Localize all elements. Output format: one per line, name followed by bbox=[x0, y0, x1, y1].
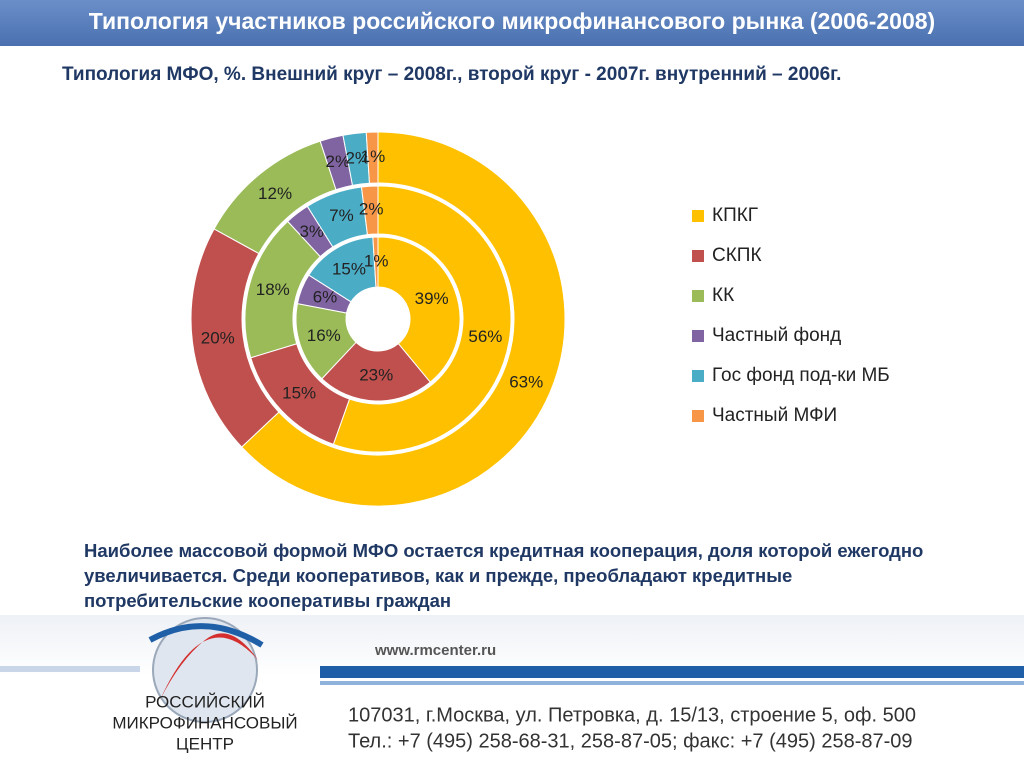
legend-label: Гос фонд под-ки МБ bbox=[712, 365, 890, 386]
footer-bar bbox=[320, 666, 1024, 678]
legend-swatch bbox=[692, 210, 704, 222]
donut-slice bbox=[360, 185, 379, 236]
data-label: 6% bbox=[313, 288, 338, 307]
data-label: 16% bbox=[307, 326, 341, 345]
data-label: 12% bbox=[258, 184, 292, 203]
donut-slice bbox=[377, 236, 461, 383]
slide-title: Типология участников российского микрофи… bbox=[88, 8, 936, 34]
data-label: 1% bbox=[361, 147, 386, 166]
data-label: 15% bbox=[282, 384, 316, 403]
donut-slice bbox=[240, 131, 566, 507]
data-label: 23% bbox=[359, 365, 393, 384]
org-name: РОССИЙСКИЙ bbox=[145, 692, 265, 711]
data-label: 20% bbox=[201, 329, 235, 348]
address: 107031, г.Москва, ул. Петровка, д. 15/13… bbox=[348, 704, 916, 726]
logo-swoosh bbox=[148, 623, 264, 648]
donut-slice bbox=[321, 341, 431, 402]
data-label: 2% bbox=[326, 152, 351, 171]
legend-swatch bbox=[692, 250, 704, 262]
address: Тел.: +7 (495) 258-68-31, 258-87-05; фак… bbox=[348, 730, 913, 752]
data-label: 2% bbox=[345, 148, 370, 167]
logo-globe bbox=[152, 617, 258, 723]
data-label: 39% bbox=[415, 289, 449, 308]
data-label: 1% bbox=[364, 252, 389, 271]
footer-url: www.rmcenter.ru bbox=[374, 642, 496, 659]
donut-slice bbox=[332, 185, 512, 453]
legend-swatch bbox=[692, 370, 704, 382]
chart-title: Типология МФО, %. Внешний круг – 2008г.,… bbox=[62, 64, 842, 85]
legend-swatch bbox=[692, 290, 704, 302]
data-label: 3% bbox=[299, 222, 324, 241]
footer-bar bbox=[320, 681, 1024, 685]
legend-label: Частный МФИ bbox=[712, 405, 837, 426]
note: Наиболее массовой формой МФО остается кр… bbox=[84, 540, 924, 611]
data-label: 7% bbox=[329, 206, 354, 225]
donut-slice bbox=[365, 131, 379, 184]
legend-label: Частный фонд bbox=[712, 325, 841, 346]
org-name: МИКРОФИНАНСОВЫЙ bbox=[112, 713, 297, 732]
legend-label: КК bbox=[712, 285, 734, 306]
footer-bar bbox=[0, 666, 140, 672]
data-label: 18% bbox=[256, 280, 290, 299]
legend-swatch bbox=[692, 330, 704, 342]
legend-label: КПКГ bbox=[712, 205, 758, 226]
org-name: ЦЕНТР bbox=[176, 734, 234, 753]
title-bar bbox=[0, 0, 1024, 46]
legend-swatch bbox=[692, 410, 704, 422]
data-label: 63% bbox=[509, 373, 543, 392]
footer-graphics: www.rmcenter.ru РОССИЙСКИЙ МИКРОФИНАНСОВ… bbox=[0, 617, 1024, 753]
data-label: 56% bbox=[468, 327, 502, 346]
data-label: 15% bbox=[332, 259, 366, 278]
donut-slice bbox=[372, 236, 379, 288]
legend-label: СКПК bbox=[712, 245, 762, 266]
logo-swoosh bbox=[160, 633, 258, 700]
data-label: 2% bbox=[359, 200, 384, 219]
